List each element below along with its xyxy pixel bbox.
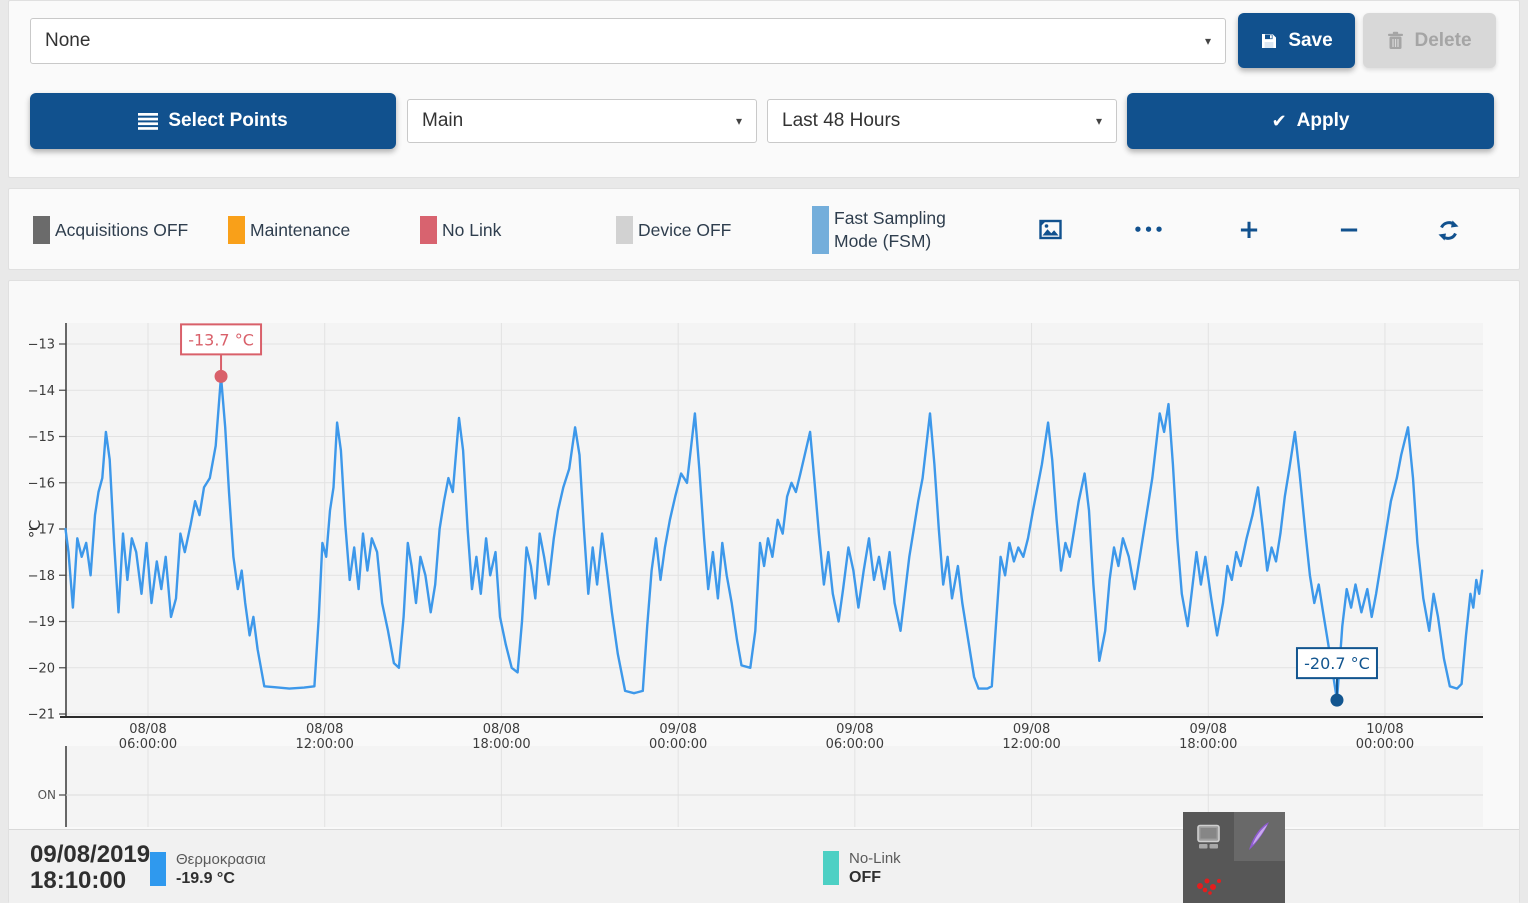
y-tick-label: −15: [28, 430, 55, 445]
x-tick-time: 12:00:00: [296, 737, 354, 752]
preset-dropdown-value: None: [45, 30, 91, 51]
state-readout-value: OFF: [849, 869, 881, 886]
apply-button-label: Apply: [1296, 110, 1350, 131]
legend-label-no-link: No Link: [442, 220, 502, 240]
y-tick-label: −16: [28, 476, 55, 491]
time-range-dropdown[interactable]: Last 48 Hours ▾: [767, 99, 1117, 143]
annotation-box-min: [1295, 647, 1378, 680]
main-plot-area[interactable]: [66, 323, 1483, 717]
time-range-dropdown-value: Last 48 Hours: [782, 110, 901, 131]
zoom-out-button[interactable]: −: [1329, 210, 1369, 250]
trash-icon: [1387, 31, 1404, 50]
chart-footer: 09/08/2019 18:10:00 Θερμοκρασια -19.9 °C…: [9, 829, 1519, 903]
legend-swatch-acquisitions-off: [33, 216, 50, 244]
image-icon: [1036, 218, 1063, 242]
group-dropdown[interactable]: Main ▾: [407, 99, 757, 143]
state-readout-swatch: [823, 851, 839, 885]
floppy-icon: [1260, 32, 1278, 50]
y-tick-label: −17: [28, 523, 55, 538]
legend-swatch-no-link: [420, 216, 437, 244]
x-tick-date: 08/08: [483, 722, 520, 737]
x-tick-date: 09/08: [659, 722, 696, 737]
apply-button[interactable]: ✔ Apply: [1127, 93, 1494, 149]
group-dropdown-value: Main: [422, 110, 464, 131]
legend-label-maintenance: Maintenance: [250, 220, 351, 240]
y-tick-label: −20: [28, 661, 55, 676]
legend-label-fsm-line2: Mode (FSM): [834, 231, 932, 251]
chevron-down-icon: ▾: [735, 114, 742, 128]
delete-button-label: Delete: [1414, 29, 1472, 51]
x-tick-time: 06:00:00: [119, 737, 177, 752]
legend-swatch-maintenance: [228, 216, 245, 244]
cursor-date: 09/08/2019: [30, 841, 151, 868]
chevron-down-icon: ▾: [1095, 114, 1102, 128]
legend-swatch-device-off: [616, 216, 633, 244]
select-points-button[interactable]: Select Points: [30, 93, 396, 149]
legend-label-device-off: Device OFF: [638, 220, 732, 240]
x-tick-date: 08/08: [129, 722, 166, 737]
temperature-series-line: [64, 375, 1484, 702]
x-tick-time: 12:00:00: [1002, 737, 1060, 752]
save-button[interactable]: Save: [1238, 13, 1355, 68]
y-tick-label: −21: [28, 708, 55, 723]
ellipsis-icon: •••: [1133, 220, 1165, 239]
y-tick-label: −19: [28, 615, 55, 630]
y-tick-label: −18: [28, 569, 55, 584]
refresh-icon: [1437, 219, 1460, 242]
x-tick-time: 18:00:00: [472, 737, 530, 752]
cursor-timestamp: 09/08/2019 18:10:00: [30, 842, 150, 894]
temperature-chart[interactable]: −13−14−15−16−17−18−19−20−2108/0806:00:00…: [0, 280, 1528, 830]
refresh-button[interactable]: [1428, 210, 1468, 250]
state-readout-name: No-Link: [849, 850, 901, 867]
annotation-marker-max: [214, 369, 228, 383]
image-export-button[interactable]: [1029, 210, 1069, 250]
list-icon: [138, 112, 159, 130]
overlay-widget-panel: [1183, 812, 1285, 903]
select-points-label: Select Points: [168, 110, 288, 131]
x-tick-time: 06:00:00: [826, 737, 884, 752]
scatter-dots-icon[interactable]: [1194, 872, 1224, 896]
legend-swatch-fsm: [812, 206, 829, 254]
plus-icon: +: [1238, 215, 1260, 245]
annotation-text-min: -20.7 °C: [1304, 654, 1370, 673]
legend-label-acquisitions-off: Acquisitions OFF: [55, 220, 189, 240]
series-readout-name: Θερμοκρασια: [176, 851, 266, 868]
check-icon: ✔: [1271, 110, 1287, 132]
status-legend-card: [8, 188, 1520, 270]
feather-icon[interactable]: [1245, 820, 1273, 854]
annotation-marker-min: [1330, 693, 1344, 707]
cursor-time: 18:10:00: [30, 867, 127, 894]
y-axis-label: °C: [26, 520, 44, 539]
state-on-label: ON: [38, 788, 56, 802]
more-options-button[interactable]: •••: [1129, 210, 1169, 250]
x-tick-time: 00:00:00: [1356, 737, 1414, 752]
x-tick-date: 09/08: [1013, 722, 1050, 737]
x-tick-date: 08/08: [306, 722, 343, 737]
y-tick-label: −13: [28, 338, 55, 353]
minus-icon: −: [1338, 215, 1360, 245]
save-button-label: Save: [1288, 29, 1333, 51]
laptop-icon[interactable]: [1195, 823, 1223, 851]
x-tick-time: 18:00:00: [1179, 737, 1237, 752]
y-tick-label: −14: [28, 384, 55, 399]
legend-label-fsm-line1: Fast Sampling: [834, 208, 946, 228]
x-tick-date: 09/08: [836, 722, 873, 737]
chevron-down-icon: ▾: [1204, 34, 1211, 48]
zoom-in-button[interactable]: +: [1229, 210, 1269, 250]
series-readout-value: -19.9 °C: [176, 870, 235, 887]
x-tick-time: 00:00:00: [649, 737, 707, 752]
x-tick-date: 09/08: [1190, 722, 1227, 737]
annotation-text-max: -13.7 °C: [188, 330, 254, 349]
series-readout-swatch: [150, 852, 166, 886]
delete-button[interactable]: Delete: [1363, 13, 1496, 68]
x-tick-date: 10/08: [1366, 722, 1403, 737]
annotation-box-max: [180, 323, 263, 356]
preset-dropdown[interactable]: None ▾: [30, 18, 1226, 64]
